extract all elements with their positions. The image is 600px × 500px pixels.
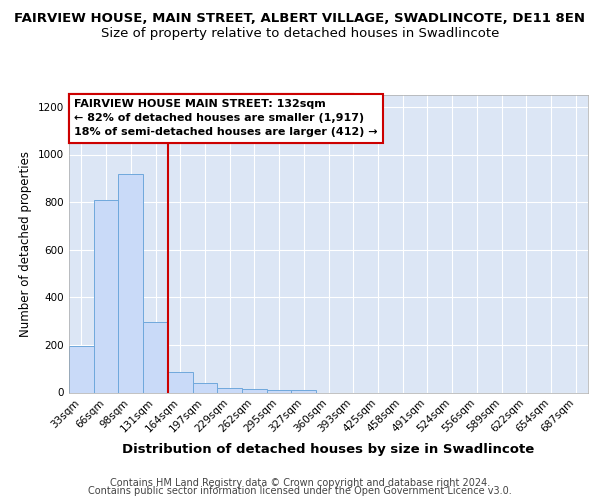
Bar (242, 389, 267, 392)
Text: FAIRVIEW HOUSE, MAIN STREET, ALBERT VILLAGE, SWADLINCOTE, DE11 8EN: FAIRVIEW HOUSE, MAIN STREET, ALBERT VILL… (14, 12, 586, 26)
Bar (94, 200, 118, 392)
Text: Contains HM Land Registry data © Crown copyright and database right 2024.: Contains HM Land Registry data © Crown c… (110, 478, 490, 488)
Bar (118, 174, 143, 392)
Y-axis label: Number of detached properties: Number of detached properties (19, 151, 32, 337)
Bar (267, 390, 292, 392)
Bar (143, 322, 168, 392)
Text: Size of property relative to detached houses in Swadlincote: Size of property relative to detached ho… (101, 28, 499, 40)
Text: FAIRVIEW HOUSE MAIN STREET: 132sqm
← 82% of detached houses are smaller (1,917)
: FAIRVIEW HOUSE MAIN STREET: 132sqm ← 82%… (74, 100, 378, 138)
Text: Contains public sector information licensed under the Open Government Licence v3: Contains public sector information licen… (88, 486, 512, 496)
Bar (168, 372, 193, 392)
Bar (69, 346, 94, 393)
Bar (292, 390, 316, 392)
Bar (193, 384, 217, 392)
X-axis label: Distribution of detached houses by size in Swadlincote: Distribution of detached houses by size … (122, 442, 535, 456)
Text: FAIRVIEW HOUSE MAIN STREET: 132sqm
← 82% of detached houses are smaller (1,917)
: FAIRVIEW HOUSE MAIN STREET: 132sqm ← 82%… (74, 100, 347, 138)
Bar (217, 388, 242, 392)
